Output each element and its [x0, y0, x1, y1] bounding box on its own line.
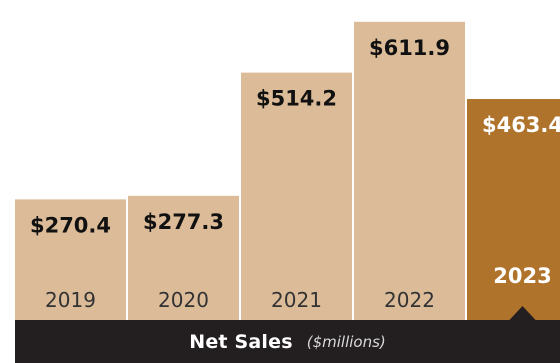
category-label-2019: 2019 — [45, 288, 96, 312]
bar-2022 — [354, 21, 465, 340]
value-label-2020: $277.3 — [143, 210, 224, 234]
value-label-2021: $514.2 — [256, 87, 337, 111]
category-label-2021: 2021 — [271, 288, 322, 312]
category-label-2022: 2022 — [384, 288, 435, 312]
bar-2020 — [128, 195, 239, 340]
category-label-2020: 2020 — [158, 288, 209, 312]
bar-2019 — [15, 199, 126, 340]
value-label-2022: $611.9 — [369, 36, 450, 60]
bar-2021 — [241, 72, 352, 340]
value-label-2023: $463.4 — [482, 113, 560, 137]
category-label-2023: 2023 — [493, 264, 551, 288]
bar-2023 — [467, 99, 560, 340]
chart-unit: ($millions) — [306, 332, 386, 351]
highlight-pointer — [508, 306, 537, 321]
value-label-2019: $270.4 — [30, 213, 111, 237]
chart-footer-bar: Net Sales ($millions) — [15, 320, 560, 363]
chart-title: Net Sales — [189, 330, 293, 353]
